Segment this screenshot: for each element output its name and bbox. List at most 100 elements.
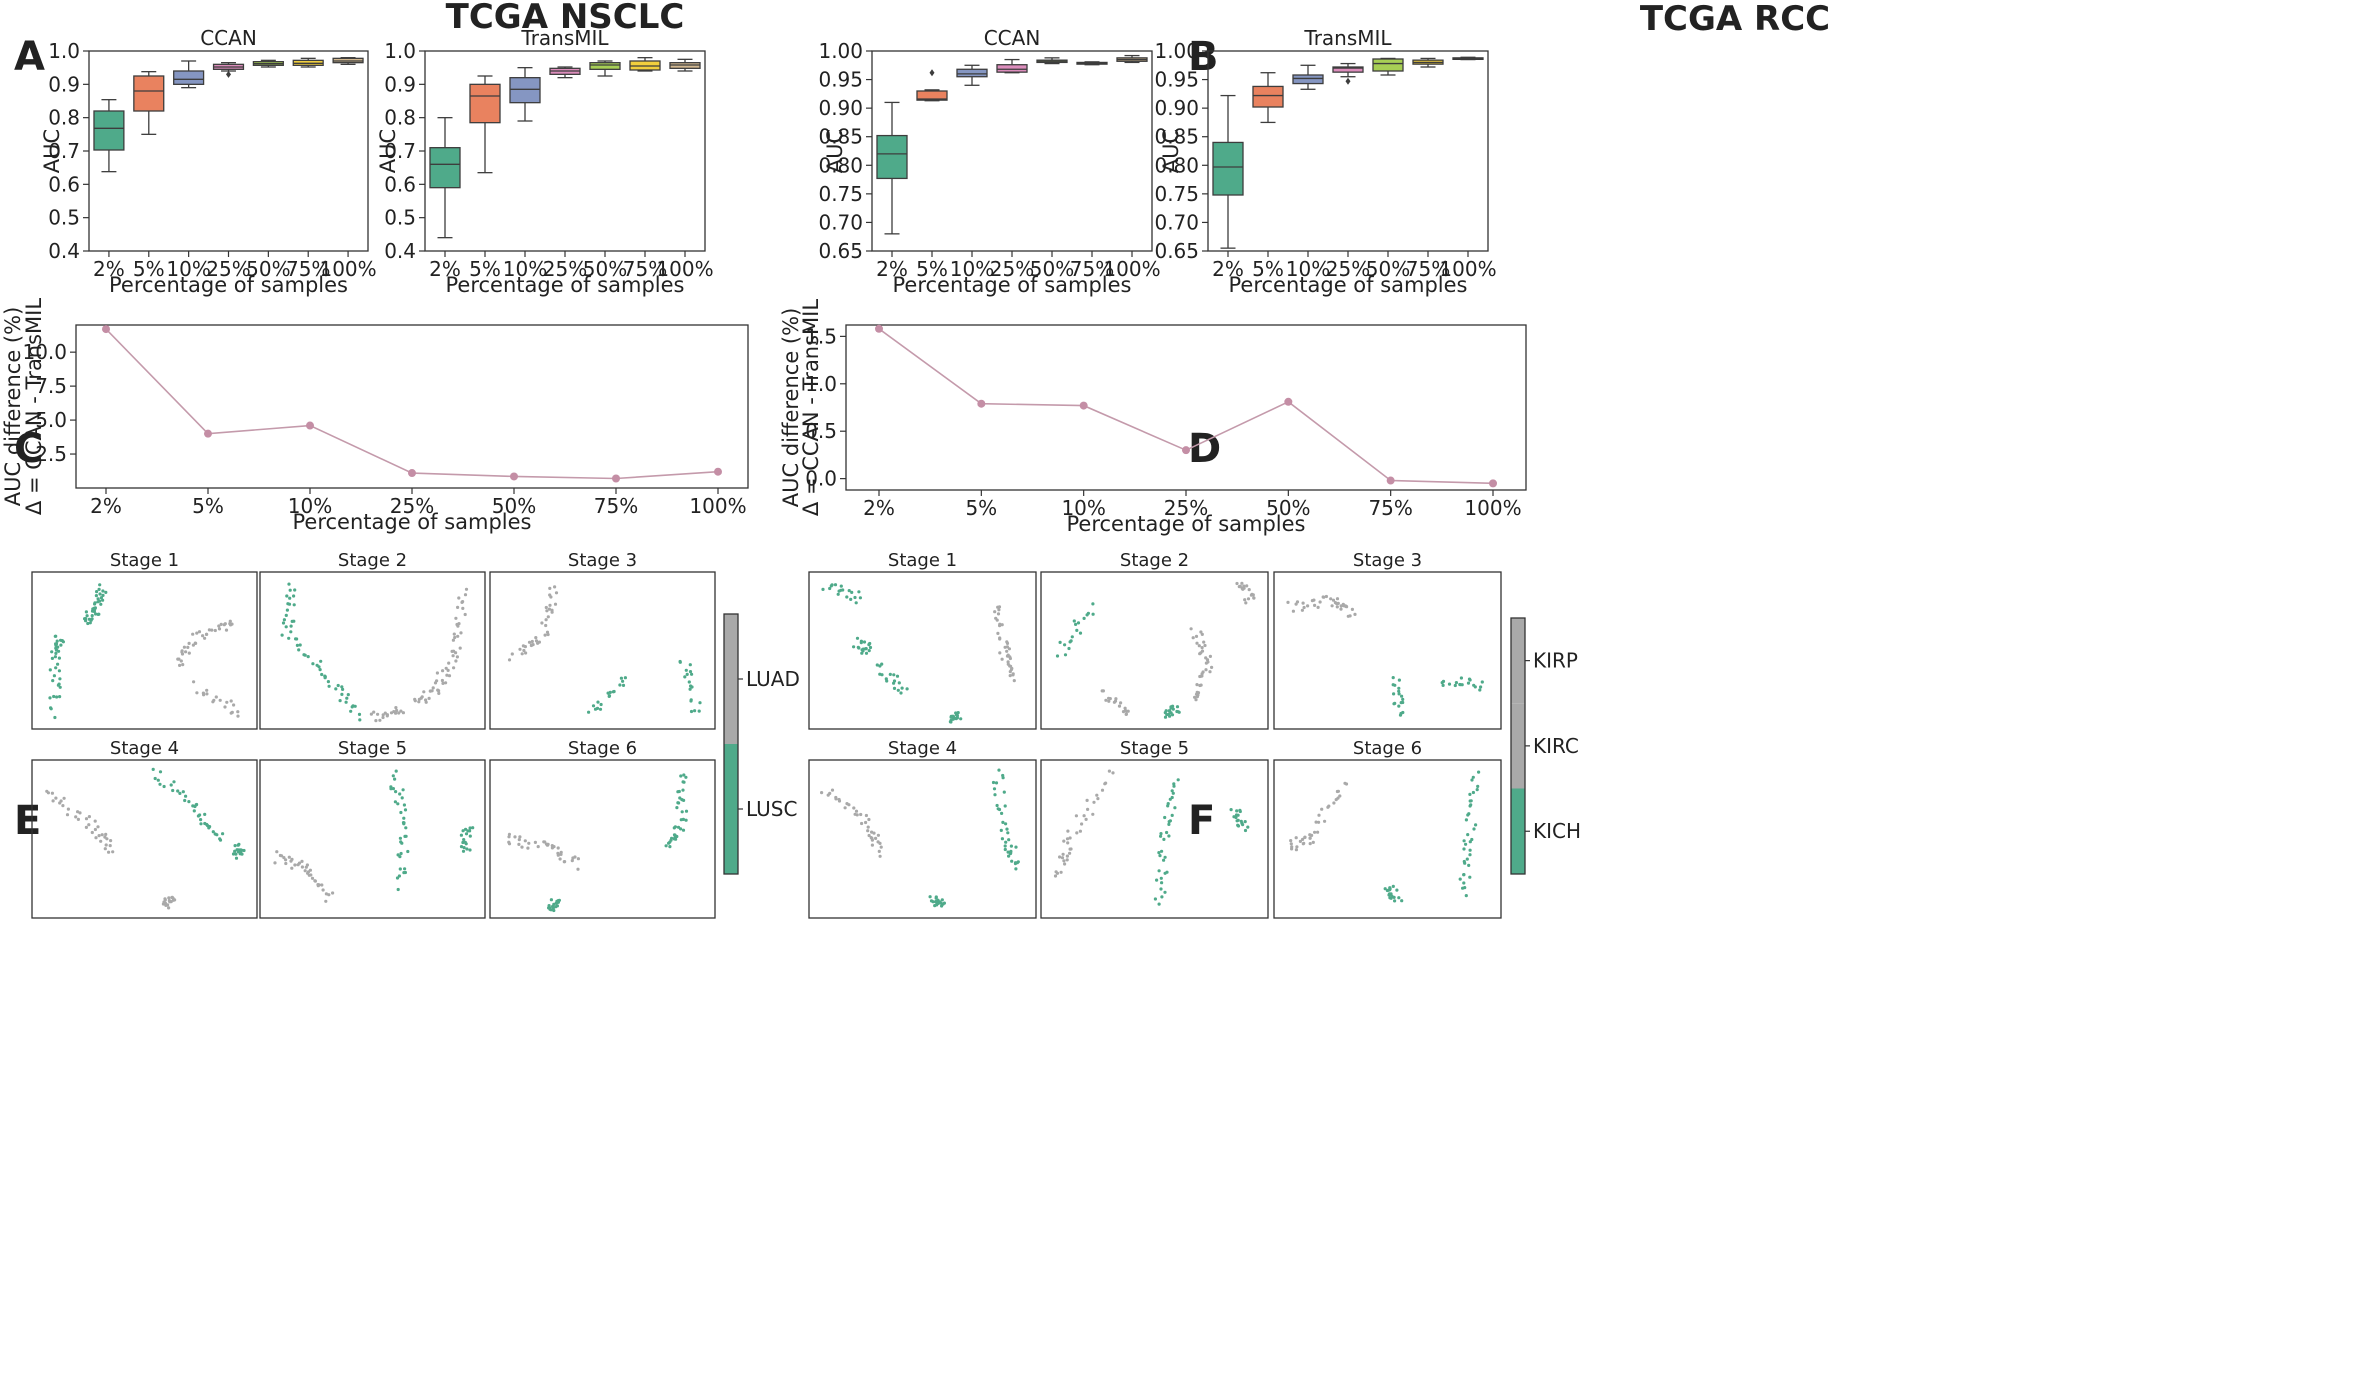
box [956,68,988,78]
scatter-point [1235,581,1239,586]
scatter-point [852,645,856,649]
subplot-frame [808,571,1037,730]
scatter-point [1117,704,1122,708]
scatter-point [1308,836,1312,840]
scatter-point [84,825,88,830]
x-tick-label: 10% [288,494,332,518]
scatter-point [331,891,335,895]
scatter-point [697,709,701,713]
scatter-point [282,856,286,860]
scatter-point [1085,798,1089,803]
y-axis-label-line-1: AUC difference (%) [779,308,803,508]
scatter-point [554,905,558,909]
scatter-point [547,607,552,611]
scatter-point [303,653,307,657]
scatter-point [552,845,556,849]
scatter-point [435,671,439,675]
scatter-point [199,822,203,826]
x-tick-label: 50% [492,494,536,518]
scatter-point [402,803,406,807]
y-axis-label: AUC [40,129,64,173]
scatter-point [1393,701,1397,706]
scatter-point [372,710,376,714]
scatter-point [998,637,1002,641]
scatter-subplot-stage-1: Stage 1 [31,550,258,730]
scatter-point [285,594,289,598]
scatter-point [318,668,322,672]
scatter-point [900,686,904,690]
scatter-point [1468,853,1472,857]
scatter-grid-e: Stage 1 Stage 2 Stage 3 Stage 4 Stage 5 Stage… [31,550,800,919]
scatter-point [287,582,291,586]
y-tick-label: 0.5 [48,206,80,230]
subplot-frame [1273,571,1502,730]
scatter-point [1471,790,1475,795]
scatter-point [587,710,591,714]
scatter-point [195,631,199,635]
scatter-point [1111,771,1115,775]
scatter-point [378,718,382,722]
scatter-point [540,621,544,625]
scatter-point [1006,850,1010,854]
scatter-point [1470,778,1474,782]
scatter-point [463,593,468,597]
scatter-point [288,596,292,600]
scatter-point [993,793,997,797]
scatter-point [346,693,350,697]
scatter-point [214,695,218,699]
scatter-point [231,852,236,856]
scatter-point [836,592,840,596]
scatter-point [402,816,406,820]
scatter-point [394,706,398,710]
stage-title: Stage 1 [888,550,957,571]
scatter-point [866,829,870,833]
x-tick-label: 25% [990,257,1034,281]
scatter-point [1313,830,1317,834]
scatter-point [1200,646,1204,650]
scatter-point [688,670,693,674]
scatter-point [1173,806,1177,810]
scatter-point [369,712,373,716]
scatter-point [571,856,575,860]
scatter-point [236,843,240,847]
scatter-point [399,810,403,815]
scatter-point [1004,840,1008,844]
scatter-point [867,817,871,822]
scatter-point [59,638,63,642]
scatter-point [293,863,297,867]
scatter-point [576,867,580,871]
scatter-point [171,788,175,793]
stage-title: Stage 4 [888,738,957,759]
scatter-point [1238,809,1242,814]
scatter-point [1463,861,1467,865]
scatter-point [457,596,461,600]
scatter-point [1447,682,1452,686]
scatter-point [350,705,354,709]
scatter-point [1012,679,1016,683]
y-axis-label: AUC [1159,129,1183,173]
box [916,90,948,101]
scatter-point [1068,847,1072,851]
scatter-point [1318,600,1322,604]
x-tick-label: 100% [1103,257,1160,281]
scatter-point [437,691,441,696]
scatter-point [93,827,97,832]
scatter-point [202,693,206,697]
scatter-point [1471,775,1475,779]
scatter-point [545,630,550,634]
scatter-point [452,632,456,636]
x-tick-label: 75% [1406,257,1450,281]
scatter-point [357,712,362,717]
scatter-point [1464,842,1468,846]
scatter-point [896,688,900,692]
scatter-point [1463,886,1467,890]
scatter-point [349,709,353,713]
scatter-point [297,648,301,652]
data-point [510,472,518,481]
scatter-point [1462,873,1466,877]
colorbar-segment [1511,788,1525,874]
scatter-point [452,666,456,670]
scatter-subplot-stage-5: Stage 5 [1040,738,1269,919]
scatter-point [1189,627,1193,631]
scatter-point [833,583,838,587]
